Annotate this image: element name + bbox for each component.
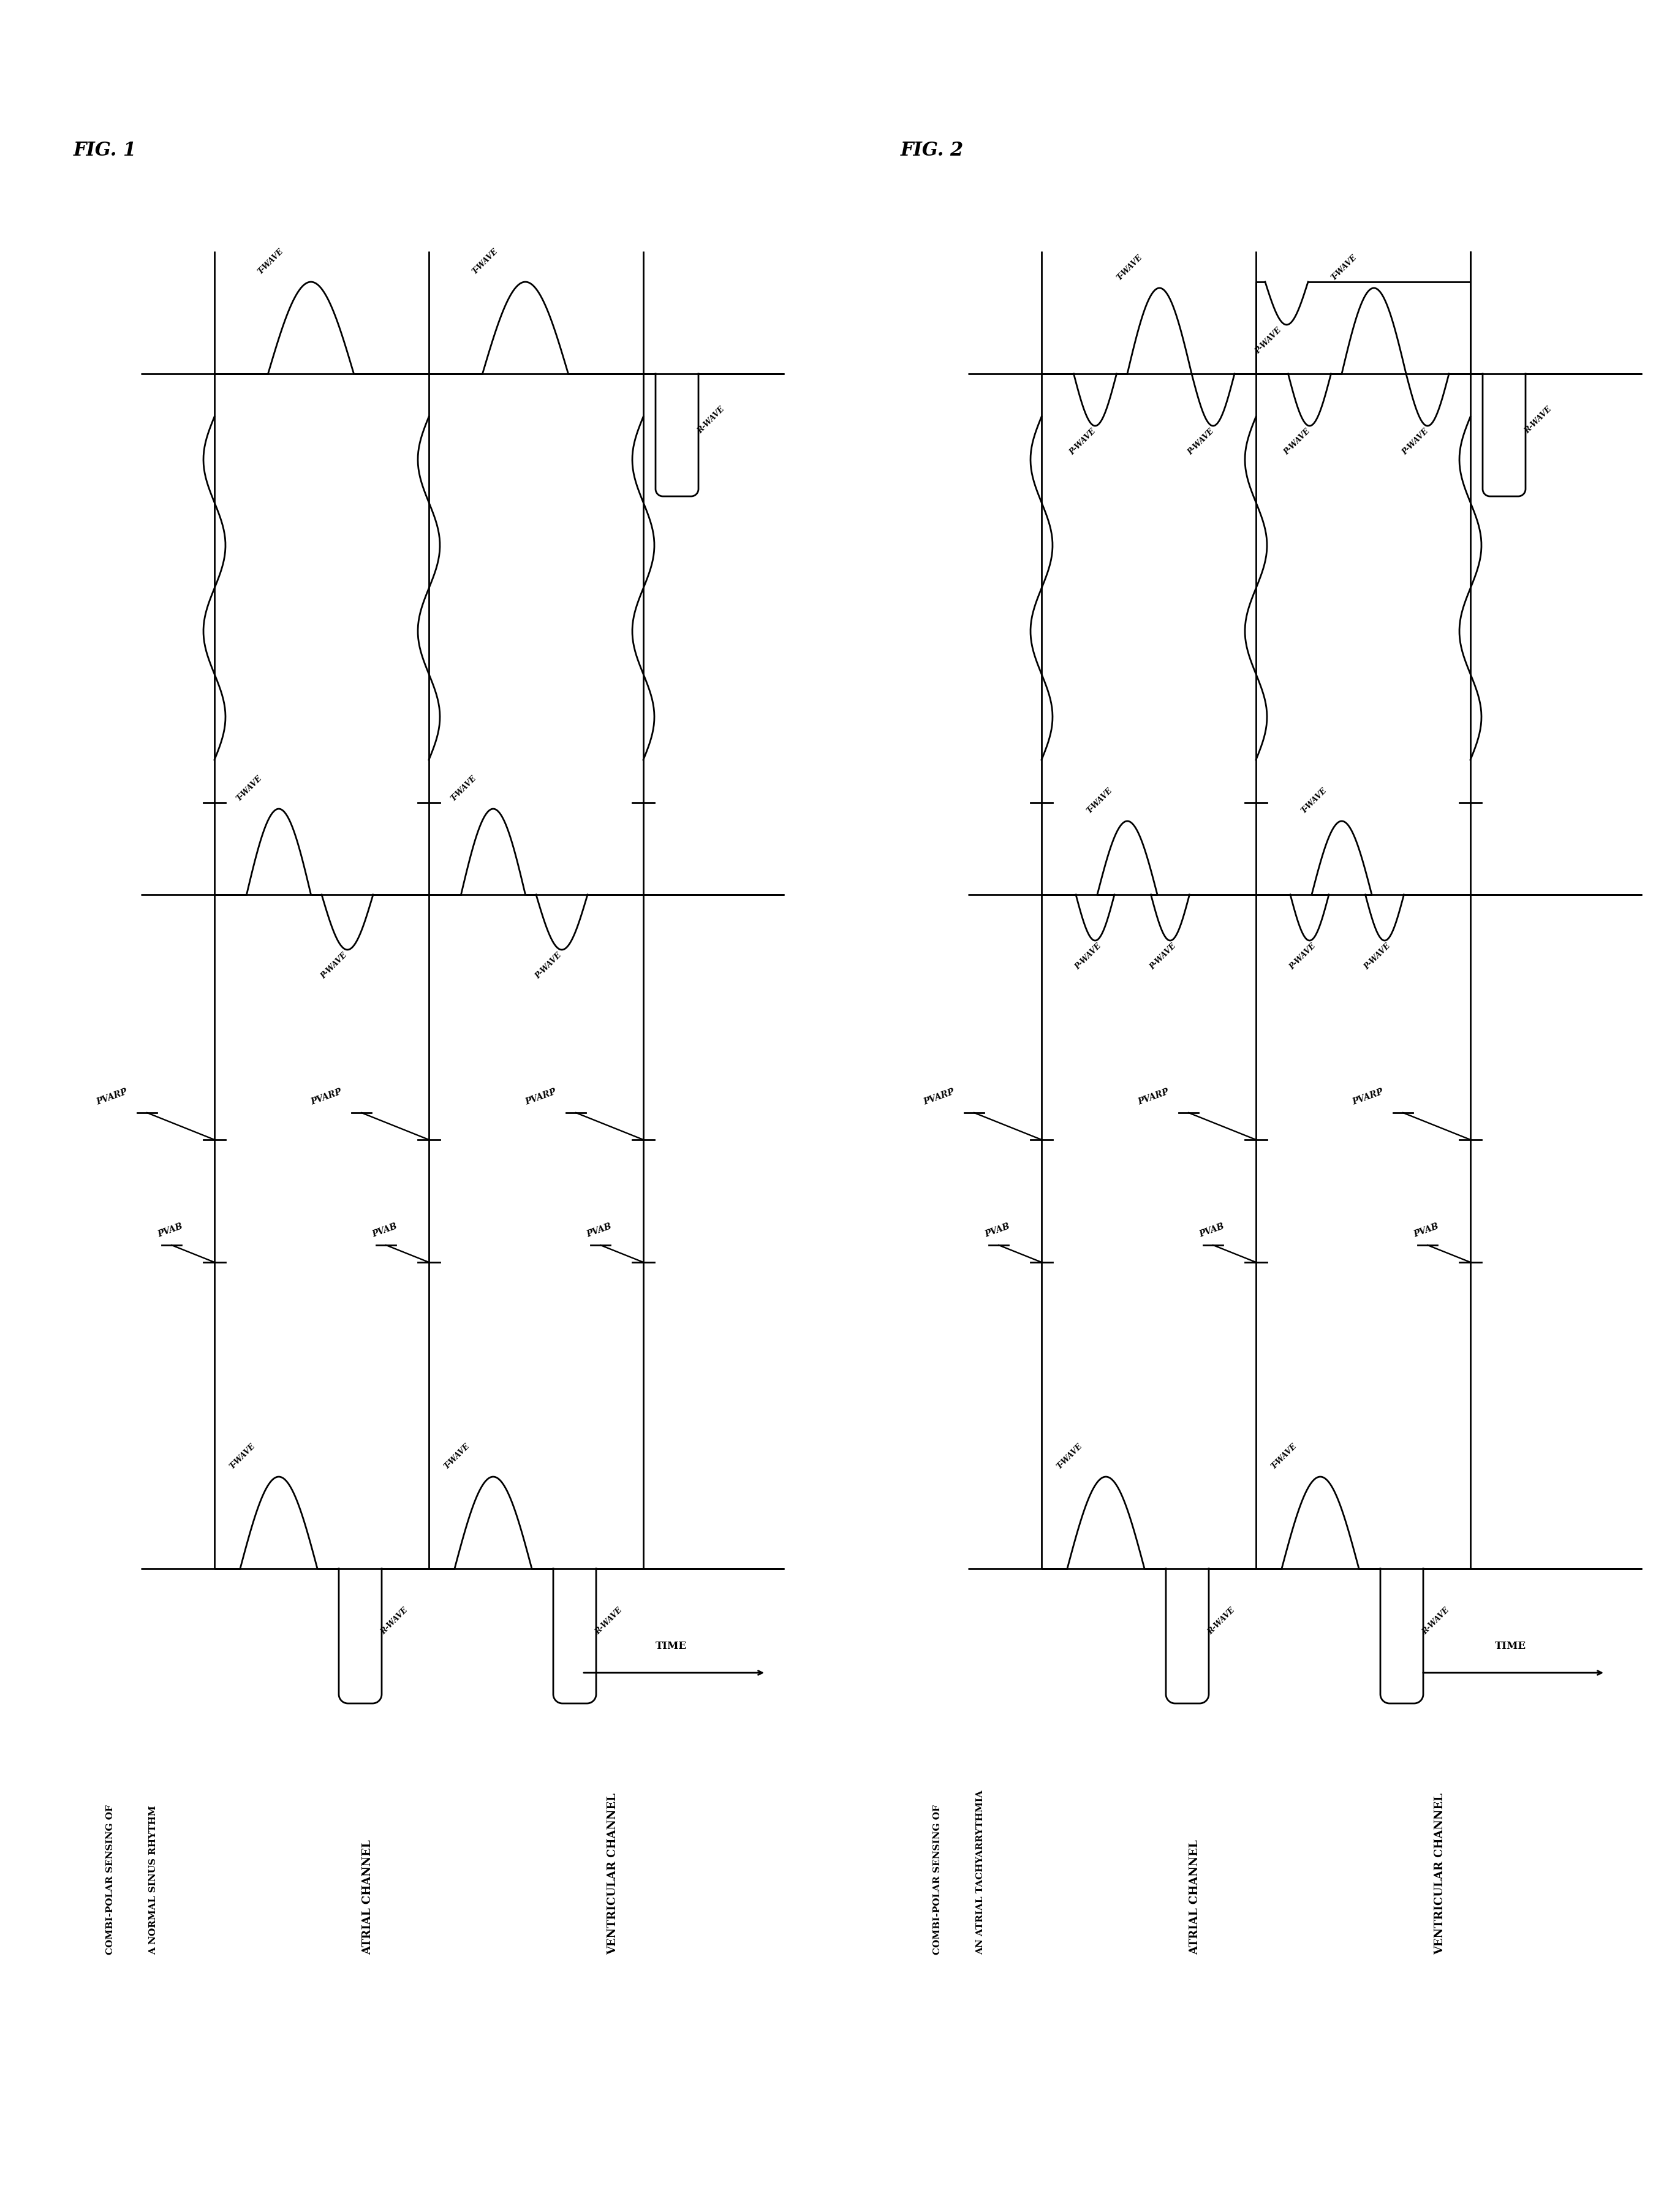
Text: VENTRICULAR CHANNEL: VENTRICULAR CHANNEL: [607, 1794, 619, 1955]
Text: R-WAVE: R-WAVE: [1421, 1606, 1451, 1637]
Text: PVAB: PVAB: [1413, 1221, 1439, 1239]
Text: COMBI-POLAR SENSING OF: COMBI-POLAR SENSING OF: [934, 1805, 942, 1955]
Text: P-WAVE: P-WAVE: [1186, 427, 1215, 456]
Text: TIME: TIME: [1494, 1641, 1526, 1652]
Text: PVARP: PVARP: [524, 1088, 557, 1106]
Text: PVARP: PVARP: [1351, 1088, 1384, 1106]
Text: T-WAVE: T-WAVE: [443, 1442, 471, 1471]
Text: P-WAVE: P-WAVE: [1283, 427, 1311, 456]
Text: VENTRICULAR CHANNEL: VENTRICULAR CHANNEL: [1434, 1794, 1446, 1955]
Text: T-WAVE: T-WAVE: [1330, 252, 1358, 281]
Text: PVAB: PVAB: [1198, 1221, 1225, 1239]
Text: P-WAVE: P-WAVE: [1288, 942, 1318, 971]
Text: R-WAVE: R-WAVE: [1206, 1606, 1236, 1637]
Text: PVARP: PVARP: [1137, 1088, 1170, 1106]
Text: FIG. 1: FIG. 1: [73, 142, 136, 159]
Text: PVAB: PVAB: [586, 1221, 612, 1239]
Text: R-WAVE: R-WAVE: [1523, 405, 1553, 436]
Text: PVARP: PVARP: [922, 1088, 955, 1106]
Text: TIME: TIME: [656, 1641, 687, 1652]
Text: P-WAVE: P-WAVE: [1363, 942, 1393, 971]
Text: T-WAVE: T-WAVE: [235, 774, 263, 803]
Text: P-WAVE: P-WAVE: [534, 951, 562, 980]
Text: P-WAVE: P-WAVE: [1401, 427, 1429, 456]
Text: COMBI-POLAR SENSING OF: COMBI-POLAR SENSING OF: [106, 1805, 115, 1955]
Text: P-WAVE: P-WAVE: [1148, 942, 1178, 971]
Text: FIG. 2: FIG. 2: [900, 142, 963, 159]
Text: T-WAVE: T-WAVE: [449, 774, 478, 803]
Text: PVARP: PVARP: [95, 1088, 128, 1106]
Text: AN ATRIAL TACHYARRYTHMIA: AN ATRIAL TACHYARRYTHMIA: [977, 1790, 985, 1955]
Text: P-WAVE: P-WAVE: [1073, 942, 1103, 971]
Text: P-WAVE: P-WAVE: [1068, 427, 1098, 456]
Text: T-WAVE: T-WAVE: [1270, 1442, 1298, 1471]
Text: PVARP: PVARP: [310, 1088, 343, 1106]
Text: T-WAVE: T-WAVE: [1085, 785, 1115, 814]
Text: T-WAVE: T-WAVE: [1055, 1442, 1085, 1471]
Text: PVAB: PVAB: [983, 1221, 1010, 1239]
Text: T-WAVE: T-WAVE: [1115, 252, 1145, 281]
Text: T-WAVE: T-WAVE: [256, 248, 285, 276]
Text: R-WAVE: R-WAVE: [594, 1606, 624, 1637]
Text: R-WAVE: R-WAVE: [696, 405, 726, 436]
Text: PVAB: PVAB: [156, 1221, 183, 1239]
Text: T-WAVE: T-WAVE: [228, 1442, 256, 1471]
Text: T-WAVE: T-WAVE: [1300, 785, 1328, 814]
Text: P-WAVE: P-WAVE: [1253, 325, 1283, 356]
Text: ATRIAL CHANNEL: ATRIAL CHANNEL: [1190, 1840, 1200, 1955]
Text: T-WAVE: T-WAVE: [471, 248, 499, 276]
Text: PVAB: PVAB: [371, 1221, 398, 1239]
Text: ATRIAL CHANNEL: ATRIAL CHANNEL: [363, 1840, 373, 1955]
Text: P-WAVE: P-WAVE: [319, 951, 348, 980]
Text: R-WAVE: R-WAVE: [379, 1606, 409, 1637]
Text: A NORMAL SINUS RHYTHM: A NORMAL SINUS RHYTHM: [148, 1805, 158, 1955]
